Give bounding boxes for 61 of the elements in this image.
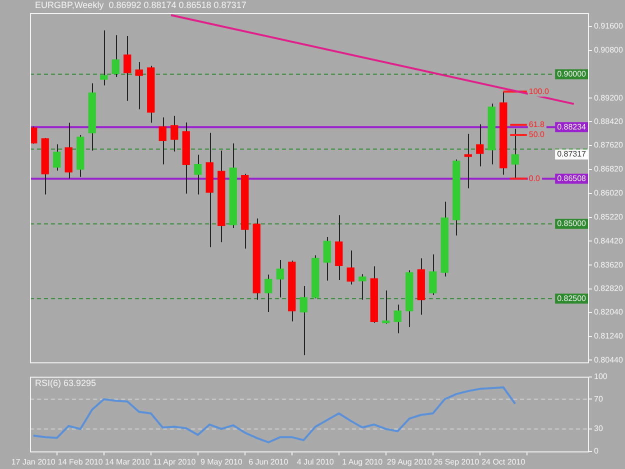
y-tick-label: 0.90800 (594, 46, 624, 55)
y-tick-label: 100 (594, 372, 608, 382)
candlestick (100, 30, 108, 86)
candlestick (464, 133, 472, 189)
x-tick-label: 26 Sep 2010 (434, 457, 480, 466)
candlestick (264, 274, 272, 313)
y-tick-label: 70 (594, 394, 604, 404)
y-tick-label: 0.87620 (594, 140, 624, 150)
y-tick-label: 0.91600 (594, 22, 624, 31)
y-tick-label: 0 (594, 446, 599, 456)
x-tick-label: 29 Aug 2010 (386, 457, 432, 466)
candlestick (394, 304, 402, 334)
candlestick (323, 236, 331, 282)
candlestick (112, 34, 120, 78)
candlestick (511, 128, 519, 179)
y-tick-label: 0.80440 (594, 355, 624, 364)
series-label: 100.0 (528, 86, 550, 96)
ref-line-label: 0.88234 (557, 122, 587, 132)
y-tick-label: 0.83620 (594, 260, 624, 270)
x-tick-label: 11 Apr 2010 (153, 457, 196, 466)
candlestick (382, 290, 390, 324)
y-tick-label: 0.85220 (594, 212, 624, 222)
candlestick (358, 274, 366, 300)
candlestick (124, 36, 132, 102)
candlestick (194, 154, 202, 196)
x-tick-label: 14 Mar 2010 (104, 457, 150, 466)
chart-title: EURGBP,Weekly 0.86992 0.88174 0.86518 0.87317 (35, 0, 246, 10)
candlestick (429, 254, 437, 296)
candlestick (135, 62, 143, 110)
x-tick-label: 6 Jun 2010 (248, 457, 289, 466)
series-label: 0.0 (528, 174, 541, 183)
y-tick-label: 0.81240 (594, 331, 624, 340)
y-tick-label: 0.82040 (594, 308, 624, 317)
chart-title: RSI(6) 63.9295 (35, 378, 96, 388)
ref-line-label: 0.82500 (557, 294, 587, 303)
ref-line-label: 0.86508 (557, 174, 587, 183)
candlestick (300, 286, 308, 356)
x-tick-label: 14 Feb 2010 (58, 457, 104, 466)
y-tick-label: 0.86020 (594, 188, 624, 198)
candlestick (53, 144, 61, 172)
x-tick-label: 1 Aug 2010 (342, 457, 384, 466)
y-tick-label: 0.88420 (594, 116, 624, 126)
y-tick-label: 0.86820 (594, 164, 624, 174)
candlestick (158, 116, 166, 165)
y-tick-label: 0.89200 (594, 93, 624, 102)
candlestick (170, 115, 178, 152)
annotation: 0.87317 (557, 150, 587, 159)
series-label: 61.8 (528, 120, 546, 130)
ref-line-label: 0.90000 (557, 70, 587, 79)
x-tick-label: 9 May 2010 (200, 457, 243, 466)
x-tick-label: 4 Jul 2010 (296, 457, 334, 466)
x-tick-label: 24 Oct 2010 (482, 457, 526, 466)
y-tick-label: 0.84420 (594, 236, 624, 246)
series-label: 50.0 (528, 130, 546, 140)
candlestick (476, 124, 484, 167)
ref-line-label: 0.85000 (557, 219, 587, 228)
candlestick (276, 260, 284, 298)
x-tick-label: 17 Jan 2010 (11, 457, 56, 466)
y-tick-label: 0.82820 (594, 284, 624, 294)
y-tick-label: 30 (594, 424, 604, 434)
candlestick (346, 250, 354, 286)
